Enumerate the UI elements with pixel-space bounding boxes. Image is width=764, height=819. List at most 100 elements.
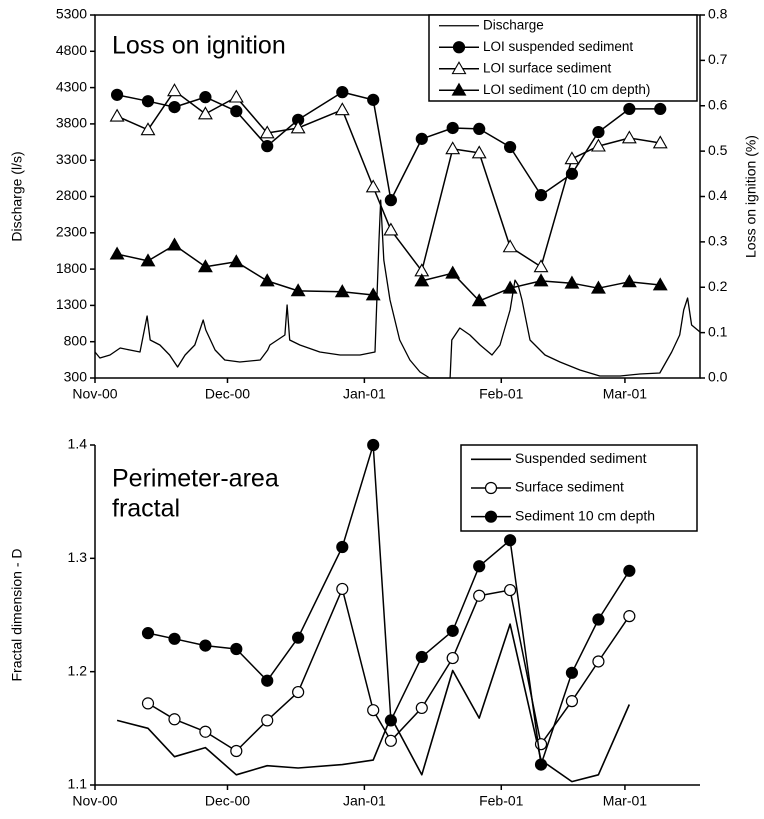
- x-tick-label: Jan-01: [343, 386, 386, 402]
- marker: [140, 122, 156, 136]
- marker: [565, 666, 579, 679]
- marker: [623, 564, 636, 577]
- marker: [502, 239, 518, 253]
- marker: [259, 125, 275, 139]
- marker: [167, 83, 182, 97]
- legend-label: LOI suspended sediment: [483, 39, 633, 54]
- legend-marker: [451, 61, 467, 75]
- marker: [109, 108, 125, 122]
- y-axis-label: Fractal dimension - D: [9, 548, 25, 681]
- x-tick-label: Jan-01: [343, 793, 386, 809]
- y-tick-label: 1.4: [68, 436, 88, 452]
- marker: [167, 237, 182, 251]
- legend-label: Suspended sediment: [515, 450, 647, 466]
- marker: [473, 122, 486, 135]
- y-tick-label: 1.1: [68, 776, 88, 792]
- marker: [228, 254, 244, 268]
- marker: [384, 734, 397, 747]
- marker: [230, 642, 243, 656]
- marker: [367, 704, 380, 717]
- x-tick-label: Mar-01: [603, 386, 648, 402]
- y-tick-label: 1.3: [68, 549, 88, 565]
- marker: [654, 102, 667, 116]
- marker: [414, 273, 430, 287]
- y-tick-label: 800: [64, 332, 88, 348]
- marker: [228, 89, 244, 103]
- marker: [445, 141, 461, 155]
- marker: [623, 102, 636, 116]
- legend-label: LOI sediment (10 cm depth): [483, 82, 650, 97]
- y2-tick-label: 0.8: [708, 6, 728, 22]
- marker: [199, 639, 212, 652]
- marker: [473, 560, 486, 573]
- marker: [415, 132, 428, 145]
- y2-tick-label: 0.6: [708, 96, 728, 112]
- y2-tick-label: 0.1: [708, 323, 728, 339]
- legend: Discharge LOI suspended sediment LOI surfa…: [428, 14, 698, 102]
- annotation: Loss on ignition: [112, 32, 286, 60]
- marker: [592, 655, 605, 668]
- legend-marker: [451, 82, 467, 96]
- legend-label: LOI surface sediment: [483, 60, 612, 75]
- marker: [365, 287, 381, 301]
- marker: [261, 674, 274, 687]
- marker: [446, 624, 459, 637]
- y-tick-label: 2300: [56, 224, 87, 240]
- y-tick-label: 3800: [56, 115, 87, 131]
- marker: [504, 140, 517, 154]
- marker: [590, 280, 606, 294]
- y2-tick-label: 0.0: [708, 369, 728, 385]
- marker: [471, 293, 487, 307]
- series-line: [94, 199, 701, 379]
- annotation: fractal: [112, 495, 180, 523]
- y2-axis-label: Loss on ignition (%): [743, 135, 759, 258]
- marker: [590, 138, 606, 152]
- marker: [623, 610, 636, 623]
- y-tick-label: 3300: [56, 151, 87, 167]
- y2-tick-label: 0.5: [708, 142, 728, 158]
- x-tick-label: Dec-00: [205, 793, 250, 809]
- marker: [534, 758, 548, 771]
- marker: [365, 179, 381, 193]
- marker: [504, 534, 517, 547]
- marker: [621, 130, 637, 144]
- legend-marker: [484, 510, 498, 523]
- marker: [565, 695, 579, 708]
- y-tick-label: 300: [64, 369, 88, 385]
- x-tick-label: Feb-01: [479, 793, 524, 809]
- legend-marker: [452, 41, 466, 54]
- y-tick-label: 1300: [56, 296, 87, 312]
- marker: [502, 280, 518, 294]
- legend-label: Surface sediment: [515, 479, 624, 495]
- marker: [367, 438, 380, 452]
- marker: [383, 222, 399, 236]
- marker: [384, 194, 397, 207]
- marker: [564, 151, 580, 165]
- marker: [199, 91, 212, 104]
- marker: [168, 101, 181, 114]
- marker: [336, 86, 349, 99]
- y-tick-label: 5300: [56, 6, 87, 22]
- marker: [141, 95, 155, 108]
- legend: Suspended sediment Surface sediment Sedime…: [460, 444, 698, 532]
- y2-tick-label: 0.2: [708, 278, 728, 294]
- marker: [230, 105, 243, 118]
- y-tick-label: 4800: [56, 42, 87, 58]
- y2-tick-label: 0.3: [708, 233, 728, 249]
- marker: [533, 259, 549, 273]
- marker: [197, 259, 213, 273]
- marker: [199, 725, 212, 738]
- y2-tick-label: 0.4: [708, 187, 728, 203]
- marker: [168, 713, 181, 726]
- series-line: [147, 588, 630, 752]
- y-tick-label: 4300: [56, 78, 87, 94]
- marker: [621, 274, 637, 288]
- marker: [168, 632, 181, 645]
- x-tick-label: Mar-01: [603, 793, 648, 809]
- marker: [110, 88, 124, 101]
- marker: [230, 744, 243, 758]
- series-line: [116, 90, 661, 272]
- marker: [564, 275, 580, 289]
- marker: [652, 135, 668, 149]
